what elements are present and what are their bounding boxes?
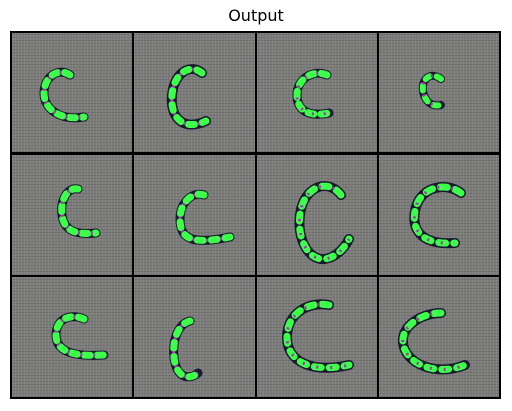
- tile-9: [12, 277, 132, 397]
- c-glyph: [398, 308, 470, 375]
- tile-6: [134, 155, 255, 275]
- c-glyph: [294, 181, 354, 264]
- c-glyph: [418, 71, 445, 110]
- c-glyph: [39, 67, 89, 123]
- c-glyph: [51, 312, 109, 360]
- c-glyph: [409, 182, 466, 249]
- c-glyph: [175, 189, 235, 245]
- image-grid: [10, 31, 501, 399]
- tile-10: [134, 277, 255, 397]
- tile-7: [257, 155, 377, 275]
- tile-2: [134, 33, 255, 152]
- tile-1: [12, 33, 132, 152]
- tile-12: [379, 277, 499, 397]
- c-glyph: [57, 184, 101, 238]
- tile-8: [379, 155, 499, 275]
- tile-3: [257, 33, 377, 152]
- figure-title: Output: [228, 6, 284, 25]
- c-glyph: [166, 64, 211, 130]
- c-glyph: [292, 68, 334, 119]
- tile-4: [379, 33, 499, 152]
- tile-11: [257, 277, 377, 397]
- c-glyph: [281, 299, 354, 373]
- tile-5: [12, 155, 132, 275]
- c-glyph: [169, 316, 203, 382]
